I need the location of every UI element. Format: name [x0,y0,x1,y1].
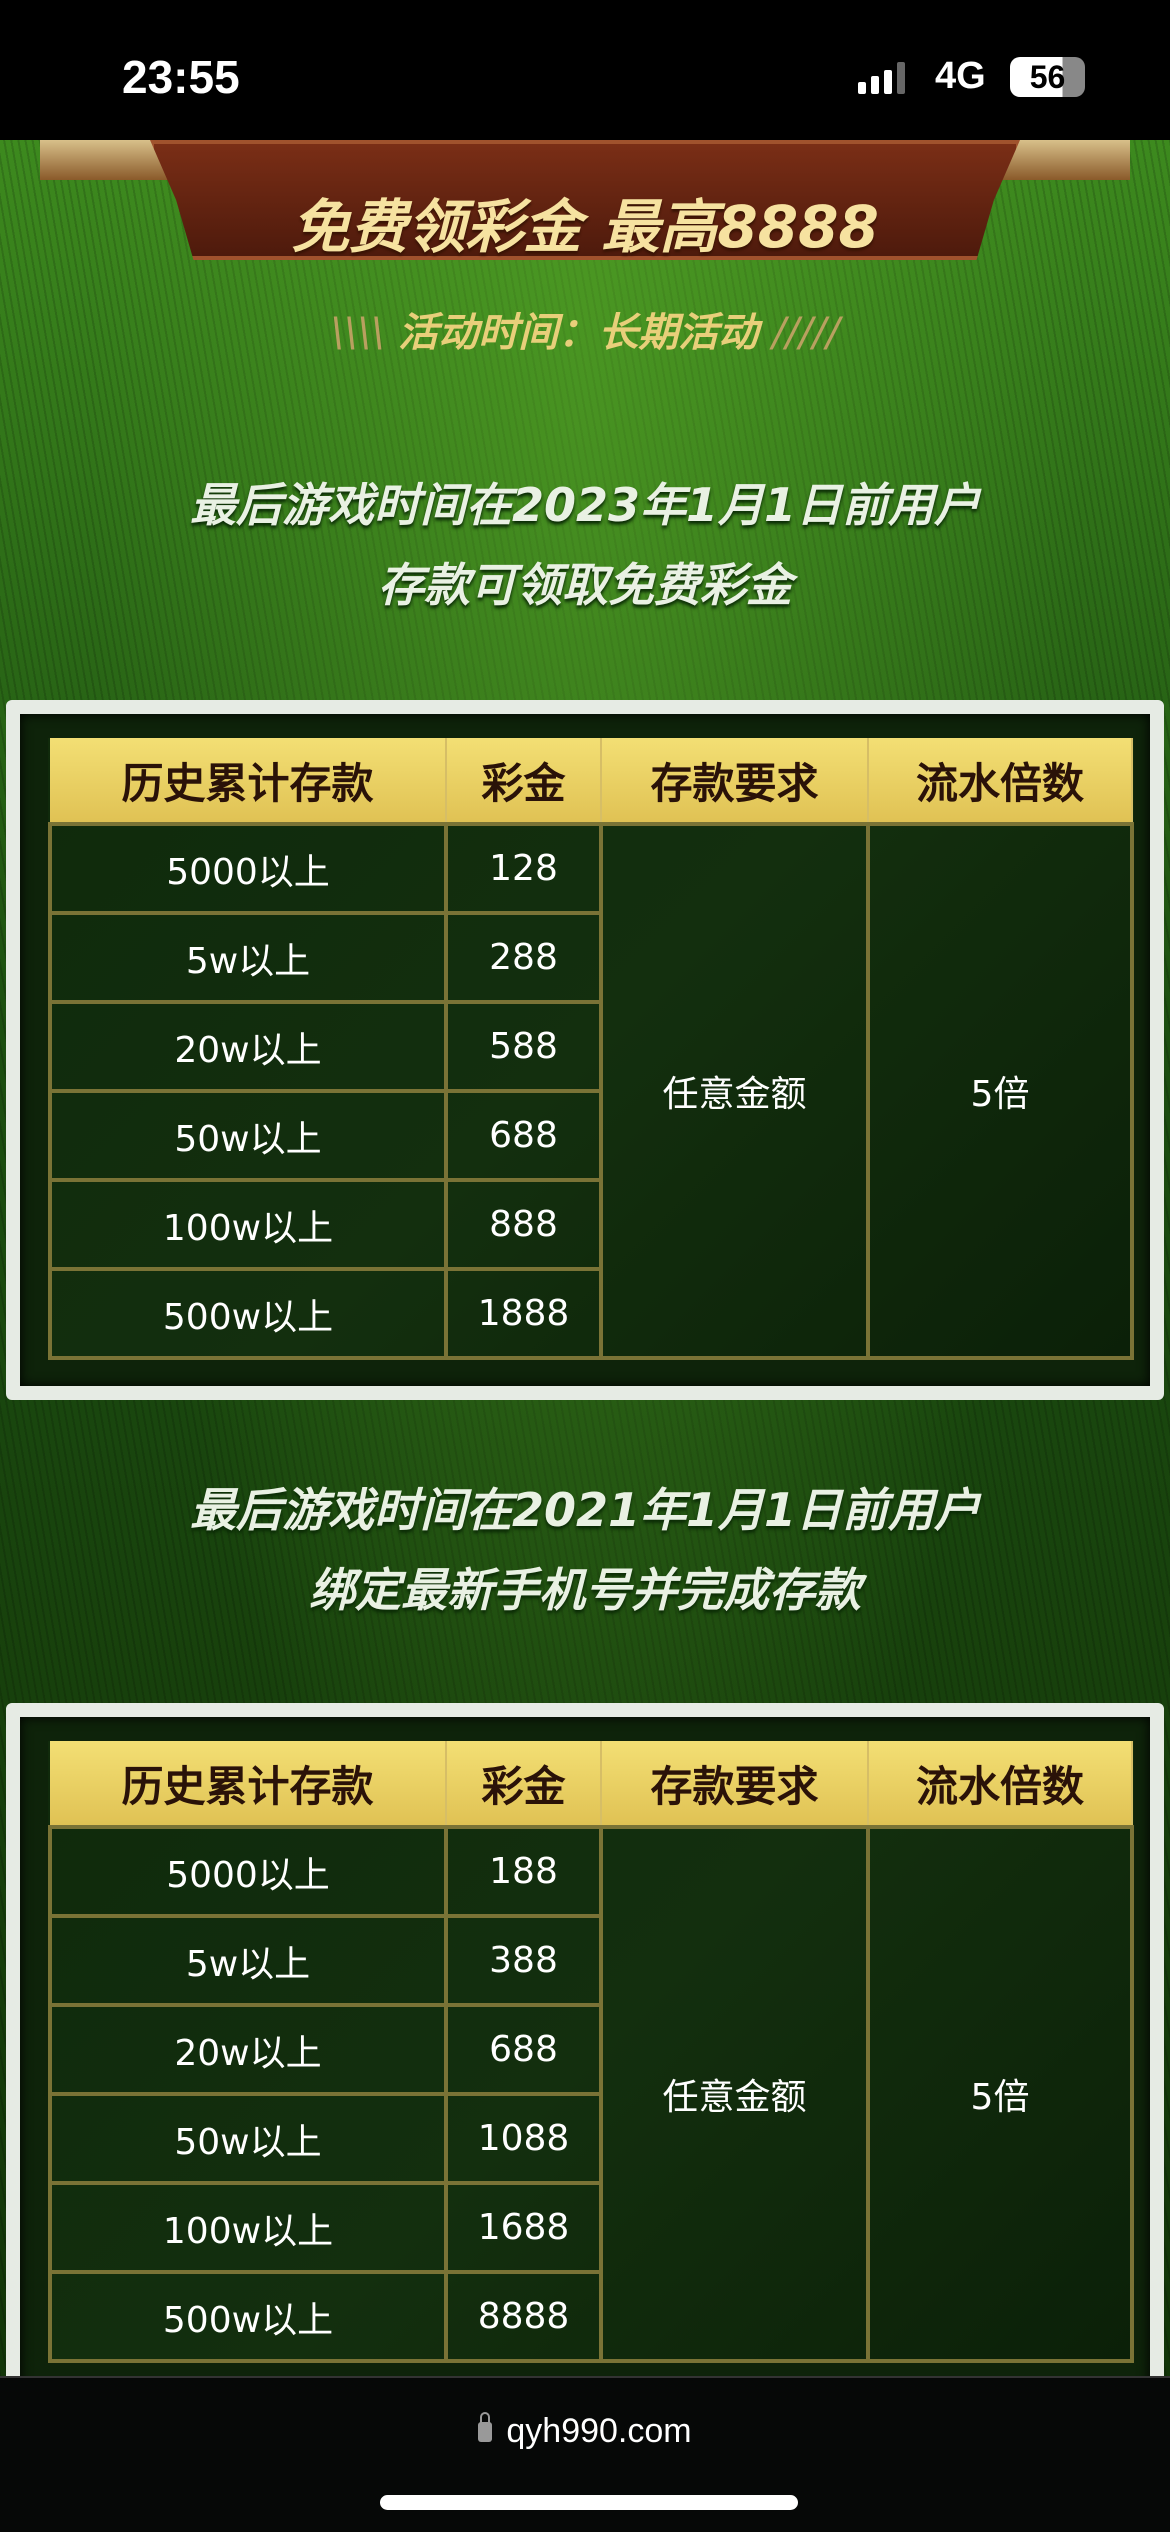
table-row: 50w以上 1088 [48,2092,1132,2185]
table-row: 20w以上 588 [48,1000,1132,1093]
deposit-cell: 50w以上 [48,2092,448,2185]
bonus-cell: 188 [444,1825,603,1918]
home-indicator[interactable] [380,2495,798,2510]
table-row: 500w以上 1888 [48,1267,1132,1360]
deposit-cell: 50w以上 [48,1089,448,1182]
bonus-cell: 1888 [444,1267,603,1360]
browser-bottom-bar: qyh990.com [0,2376,1170,2532]
multiplier-cell: 5倍 [866,1825,1134,2363]
col-header: 历史累计存款 [50,738,447,824]
table-row: 500w以上 8888 [48,2270,1132,2363]
lock-icon [478,2412,493,2442]
bonus-cell: 128 [444,822,603,915]
requirement-cell: 任意金额 [599,822,870,1360]
col-header: 历史累计存款 [50,1741,447,1827]
status-bar: 23:55 4G 56 [0,0,1170,140]
col-header: 存款要求 [601,738,869,824]
heading-line: 最后游戏时间在2023年1月1日前用户 [189,478,981,532]
bonus-table-1: 历史累计存款 彩金 存款要求 流水倍数 5000以上 128 任意金额 5倍 5w以上… [48,738,1134,1360]
multiplier-cell: 5倍 [866,822,1134,1360]
bonus-table-2: 历史累计存款 彩金 存款要求 流水倍数 5000以上 188 任意金额 5倍 5w以上… [48,1741,1134,2363]
bonus-cell: 1088 [444,2092,603,2185]
deposit-cell: 5w以上 [48,1914,448,2007]
decor-right: ///// [772,310,840,356]
heading-line: 最后游戏时间在2021年1月1日前用户 [189,1483,981,1537]
deposit-cell: 100w以上 [48,2181,448,2274]
bonus-cell: 8888 [444,2270,603,2363]
bonus-table-1-frame: 历史累计存款 彩金 存款要求 流水倍数 5000以上 128 任意金额 5倍 5w以上… [6,700,1164,1400]
address-bar[interactable]: qyh990.com [0,2412,1170,2451]
deposit-cell: 100w以上 [48,1178,448,1271]
section-2-heading: 最后游戏时间在2021年1月1日前用户 绑定最新手机号并完成存款 [0,1470,1170,1630]
table-row: 5w以上 388 [48,1914,1132,2007]
table-header: 历史累计存款 彩金 存款要求 流水倍数 [50,1741,1133,1827]
bonus-cell: 688 [444,2003,603,2096]
activity-period: \\\\ 活动时间：长期活动 ///// [0,300,1170,358]
bonus-cell: 888 [444,1178,603,1271]
table-row: 5000以上 188 任意金额 5倍 [48,1825,1134,2363]
heading-line: 绑定最新手机号并完成存款 [309,1563,861,1617]
bonus-cell: 288 [444,911,603,1004]
bonus-cell: 1688 [444,2181,603,2274]
clock: 23:55 [122,51,240,103]
promo-text: 免费领彩金 最高8888 [291,193,879,261]
section-1-heading: 最后游戏时间在2023年1月1日前用户 存款可领取免费彩金 [0,465,1170,625]
col-header: 流水倍数 [868,1741,1133,1827]
col-header: 存款要求 [601,1741,869,1827]
deposit-cell: 500w以上 [48,1267,448,1360]
col-header: 流水倍数 [868,738,1133,824]
heading-line: 存款可领取免费彩金 [378,558,792,612]
deposit-cell: 5000以上 [48,1825,448,1918]
decor-left: \\\\ [330,310,385,356]
deposit-cell: 500w以上 [48,2270,448,2363]
table-row: 100w以上 888 [48,1178,1132,1271]
bonus-cell: 388 [444,1914,603,2007]
requirement-cell: 任意金额 [599,1825,870,2363]
period-text: 活动时间：长期活动 [398,310,759,356]
deposit-cell: 20w以上 [48,2003,448,2096]
bonus-cell: 688 [444,1089,603,1182]
table-row: 5w以上 288 [48,911,1132,1004]
col-header: 彩金 [446,1741,602,1827]
col-header: 彩金 [446,738,602,824]
table-header: 历史累计存款 彩金 存款要求 流水倍数 [50,738,1133,824]
table-row: 100w以上 1688 [48,2181,1132,2274]
bonus-cell: 588 [444,1000,603,1093]
battery-icon: 56 [1010,57,1085,97]
table-row: 50w以上 688 [48,1089,1132,1182]
table-row: 20w以上 688 [48,2003,1132,2096]
table-row: 5000以上 128 任意金额 5倍 [48,822,1134,1360]
signal-icon [858,62,905,94]
url-text: qyh990.com [506,2412,692,2450]
deposit-cell: 5w以上 [48,911,448,1004]
deposit-cell: 5000以上 [48,822,448,915]
deposit-cell: 20w以上 [48,1000,448,1093]
network-type: 4G [935,55,986,97]
bonus-table-2-frame: 历史累计存款 彩金 存款要求 流水倍数 5000以上 188 任意金额 5倍 5w以上… [6,1703,1164,2423]
